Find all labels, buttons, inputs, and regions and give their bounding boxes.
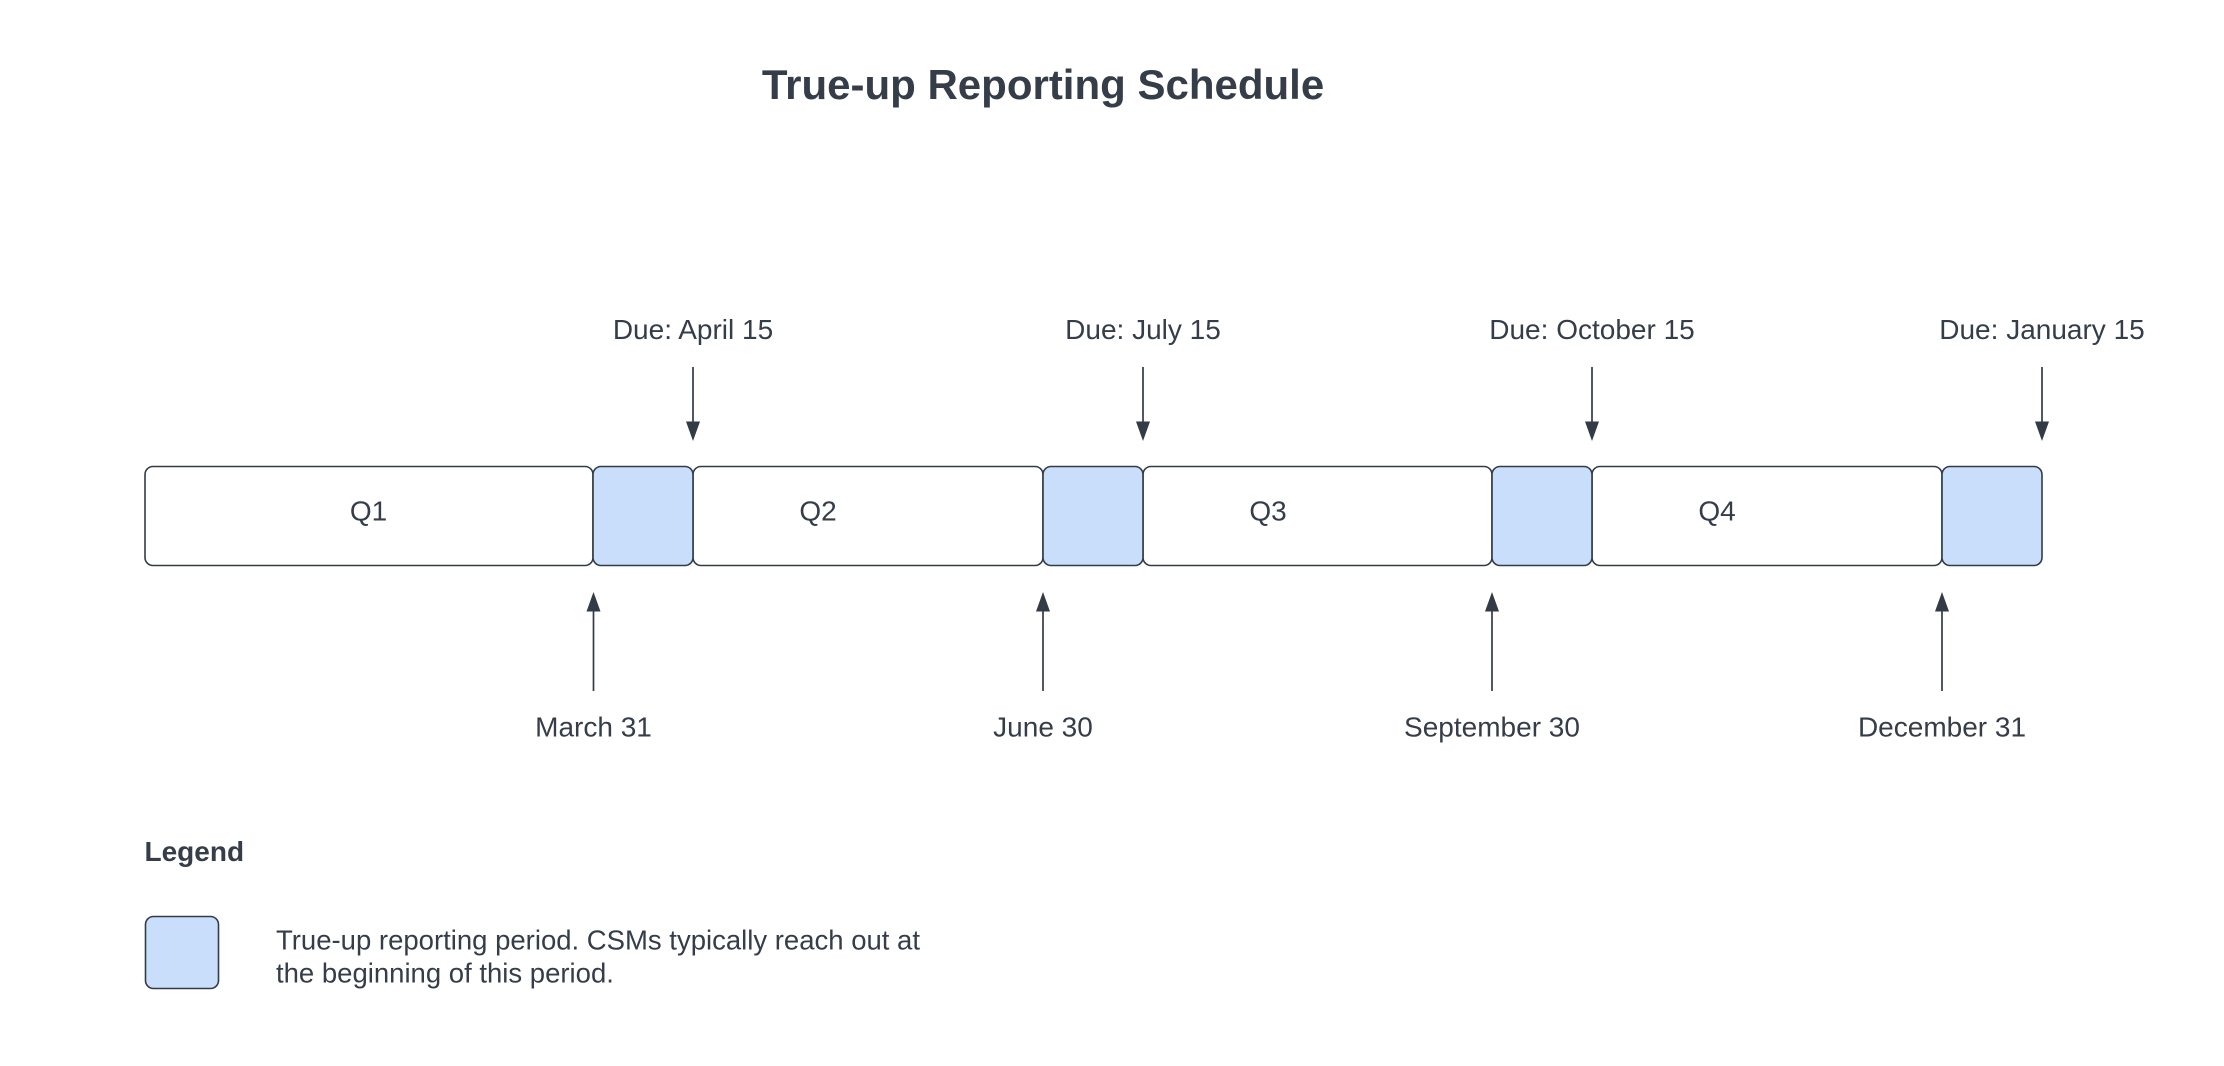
svg-text:the beginning of this period.: the beginning of this period. bbox=[276, 958, 614, 989]
svg-text:June 30: June 30 bbox=[993, 712, 1093, 743]
svg-text:Q3: Q3 bbox=[1249, 496, 1286, 527]
svg-text:True-up Reporting Schedule: True-up Reporting Schedule bbox=[762, 61, 1324, 108]
svg-text:Due: April 15: Due: April 15 bbox=[613, 314, 773, 345]
svg-text:Due: October 15: Due: October 15 bbox=[1489, 314, 1694, 345]
svg-text:True-up reporting period. CSMs: True-up reporting period. CSMs typically… bbox=[276, 925, 920, 956]
svg-text:Due: July 15: Due: July 15 bbox=[1065, 314, 1221, 345]
svg-text:March 31: March 31 bbox=[535, 712, 652, 743]
svg-text:Q2: Q2 bbox=[799, 496, 836, 527]
svg-text:September 30: September 30 bbox=[1404, 712, 1580, 743]
svg-text:Q1: Q1 bbox=[350, 496, 387, 527]
svg-text:Q4: Q4 bbox=[1698, 496, 1735, 527]
svg-text:Due: January 15: Due: January 15 bbox=[1939, 314, 2144, 345]
svg-text:Legend: Legend bbox=[145, 836, 245, 867]
svg-text:December 31: December 31 bbox=[1858, 712, 2026, 743]
